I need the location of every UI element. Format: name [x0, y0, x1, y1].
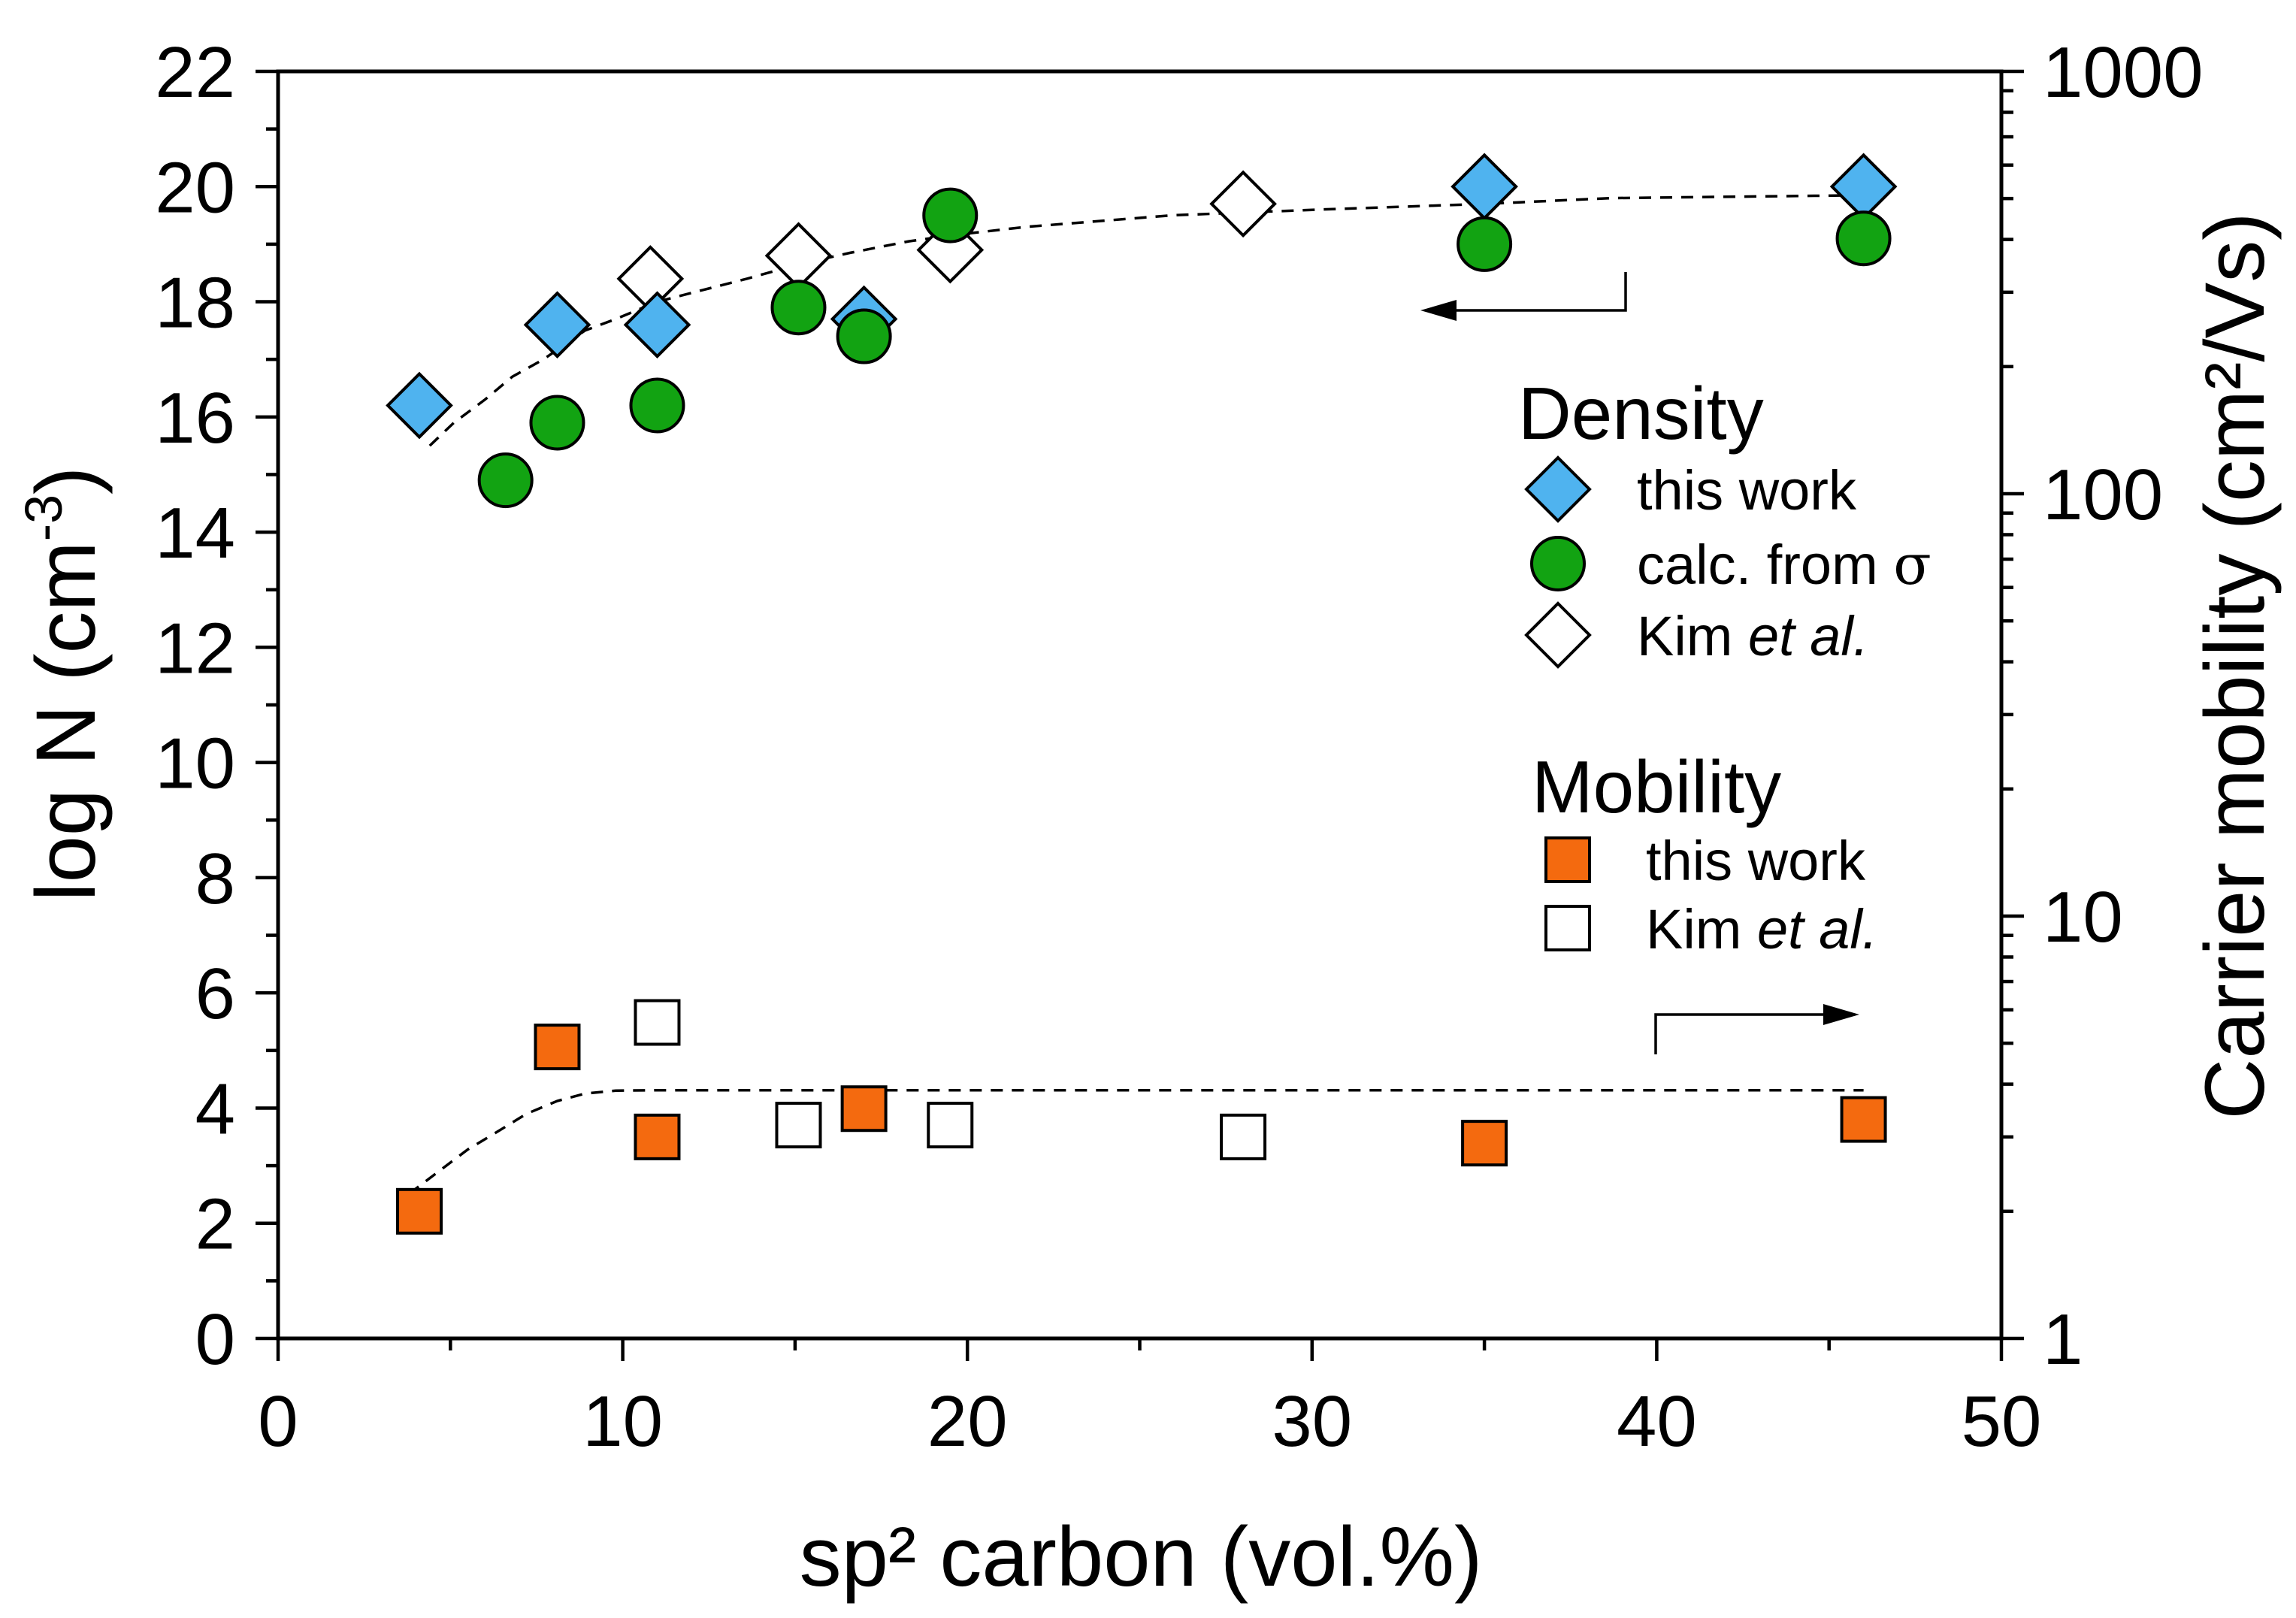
density-calc-from-sigma-point-7: [1457, 216, 1513, 272]
density-kim-et-al-series: [616, 170, 1277, 313]
legend-kim-text: Kim: [1646, 898, 1757, 960]
left-y-tick-label: 2: [195, 1184, 235, 1265]
left-y-tick-label: 0: [195, 1299, 235, 1380]
legend-density-kim-et-al-marker: [1524, 601, 1592, 669]
x-tick-label: 30: [1272, 1381, 1352, 1462]
left-y-axis-label-superscript: -3: [14, 494, 73, 541]
left-y-axis-label: log N (cm-3): [14, 467, 113, 902]
density-calc-from-sigma-series: [477, 187, 1892, 509]
density-calc-from-sigma-point-2: [529, 395, 585, 451]
left-y-tick-label: 18: [155, 263, 235, 343]
axis-tick-labels: 0 10 20 30 40 50 0 2 4 6 8 10 12 14 16 18 20 22 1 10 100 1000: [155, 32, 2203, 1462]
mobility-arrow-head: [1823, 1004, 1859, 1025]
mobility-axis-arrow: [1654, 1004, 1859, 1054]
x-tick-label: 50: [1962, 1381, 2042, 1462]
x-axis-label: sp² carbon (vol.%): [800, 1510, 1483, 1604]
mobility-kim-et-al-series: [634, 999, 1267, 1160]
density-axis-arrow: [1420, 272, 1627, 321]
legend-mobility-kim-et-al-marker: [1544, 905, 1591, 951]
legend-mobility-this-work-marker: [1544, 836, 1591, 883]
density-calc-from-sigma-point-3: [629, 377, 685, 434]
data-markers: [386, 153, 1898, 1235]
legend-kim-text: Kim: [1637, 605, 1748, 667]
density-arrow-head: [1420, 300, 1457, 321]
axes: 0 10 20 30 40 50 0 2 4 6 8 10 12 14 16 18 20 22 1 10 100 1000: [155, 32, 2203, 1462]
left-y-tick-label: 16: [155, 378, 235, 458]
density-calc-from-sigma-point-8: [1835, 210, 1892, 267]
density-calc-from-sigma-point-6: [922, 187, 979, 243]
mobility-arrow-line: [1654, 1013, 1829, 1054]
legend-density-calc-from-sigma-marker: [1530, 536, 1586, 591]
density-kim-et-al-point-4: [1209, 170, 1277, 238]
legend-density-title: Density: [1518, 372, 1764, 455]
mobility-this-work-point-4: [840, 1085, 888, 1133]
mobility-fit-curve: [408, 1088, 1864, 1195]
left-y-tick-label: 6: [195, 954, 235, 1034]
legend-calc-from-text: calc. from: [1637, 534, 1893, 596]
left-y-tick-label: 4: [195, 1069, 235, 1149]
legend-density-calc-from-sigma-label: calc. from σ: [1637, 533, 1931, 597]
legend-mobility-title: Mobility: [1532, 745, 1781, 828]
left-y-tick-label: 12: [155, 608, 235, 688]
legend-density-kim-et-al-label: Kim et al.: [1637, 605, 1868, 667]
legend-sigma-symbol: σ: [1893, 533, 1931, 597]
density-this-work-point-2: [523, 291, 591, 359]
mobility-this-work-point-2: [534, 1024, 581, 1071]
legend-density-this-work-label: this work: [1637, 459, 1857, 522]
left-y-tick-label: 14: [155, 493, 235, 573]
density-calc-from-sigma-point-5: [836, 308, 892, 364]
right-y-tick-label: 1: [2043, 1299, 2083, 1380]
left-y-axis-label-main: log N (cm: [19, 541, 113, 901]
mobility-this-work-point-1: [396, 1187, 443, 1235]
right-y-tick-label: 10: [2043, 877, 2123, 957]
mobility-kim-et-al-point-3: [927, 1102, 974, 1149]
density-this-work-point-3: [623, 291, 691, 359]
left-y-axis-label-close: ): [19, 467, 113, 494]
mobility-kim-et-al-point-1: [634, 999, 681, 1046]
x-tick-label: 40: [1617, 1381, 1697, 1462]
left-y-tick-label: 22: [155, 32, 235, 113]
left-y-tick-label: 10: [155, 724, 235, 804]
density-calc-from-sigma-point-1: [477, 452, 534, 509]
left-y-tick-label: 8: [195, 839, 235, 919]
mobility-this-work-point-3: [634, 1113, 681, 1160]
x-tick-label: 10: [582, 1381, 663, 1462]
x-tick-label: 0: [258, 1381, 298, 1462]
mobility-this-work-point-5: [1461, 1120, 1508, 1167]
legend-et-al-text: et al.: [1757, 898, 1877, 960]
legend-mobility-this-work-label: this work: [1646, 830, 1866, 892]
right-y-axis-label: Carrier mobility (cm²/Vs): [2188, 212, 2282, 1119]
right-y-tick-label: 100: [2043, 455, 2163, 535]
axis-ticks: [256, 69, 2024, 1361]
right-y-tick-label: 1000: [2043, 32, 2204, 113]
mobility-kim-et-al-point-2: [775, 1102, 822, 1149]
left-y-tick-label: 20: [155, 147, 235, 228]
legend: Density this work calc. from σ Kim et al…: [1518, 372, 1931, 960]
legend-mobility-kim-et-al-label: Kim et al.: [1646, 898, 1877, 960]
legend-et-al-text: et al.: [1748, 605, 1868, 667]
x-tick-label: 20: [927, 1381, 1008, 1462]
density-calc-from-sigma-point-4: [770, 280, 827, 336]
density-arrow-line: [1451, 272, 1627, 312]
mobility-kim-et-al-point-4: [1220, 1113, 1267, 1160]
mobility-this-work-series: [396, 1024, 1887, 1235]
legend-density-this-work-marker: [1524, 455, 1592, 523]
mobility-this-work-point-6: [1840, 1096, 1887, 1143]
density-this-work-point-1: [386, 371, 453, 440]
